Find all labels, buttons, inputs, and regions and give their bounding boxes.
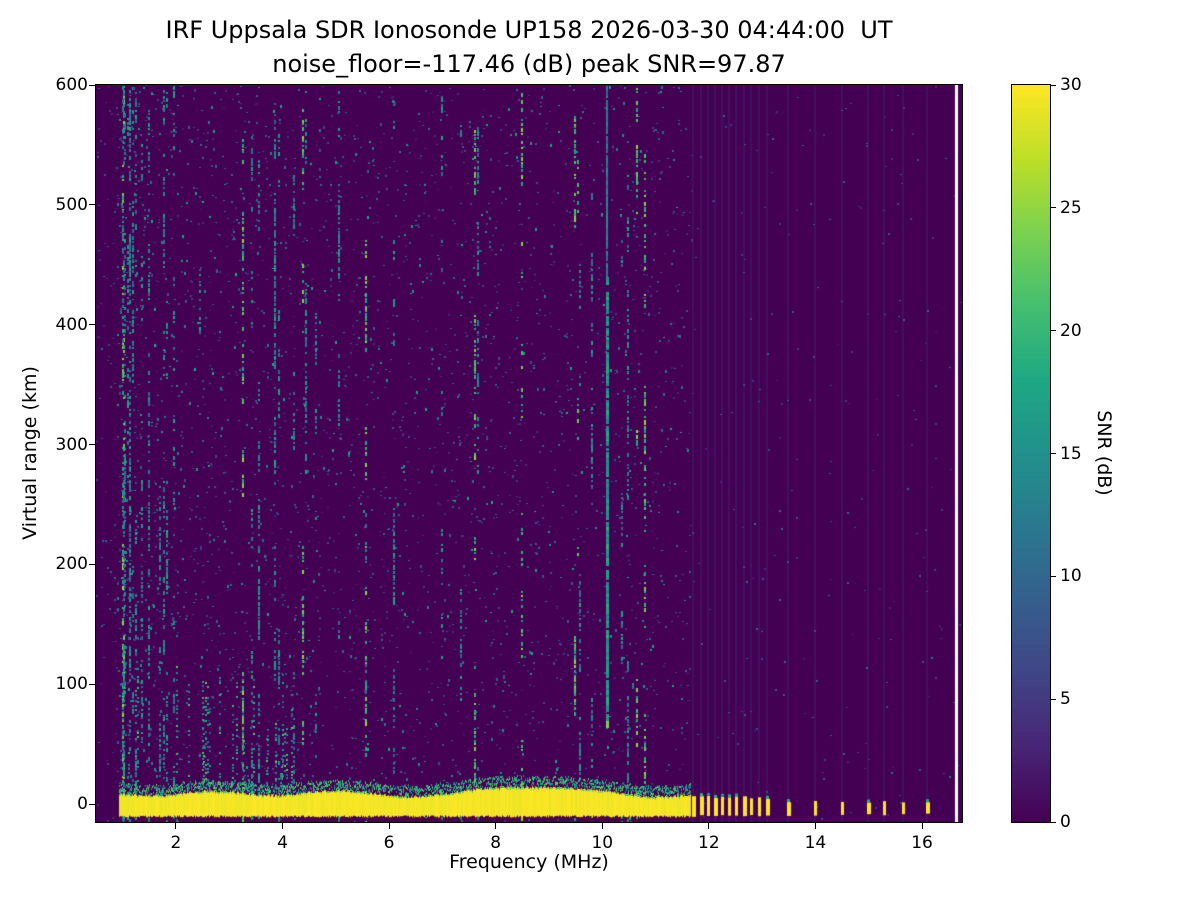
y-tick-label: 500 [55, 194, 88, 215]
x-tick [708, 822, 710, 829]
ionogram-heatmap [96, 85, 962, 822]
colorbar-tick [1050, 207, 1056, 209]
colorbar-tick-label: 25 [1060, 197, 1082, 218]
colorbar-tick [1050, 453, 1056, 454]
x-tick-label: 16 [911, 833, 933, 853]
x-tick-label: 6 [383, 833, 395, 853]
colorbar-label: SNR (dB) [1093, 410, 1115, 496]
x-tick [814, 822, 816, 829]
x-tick [601, 822, 603, 829]
y-tick [89, 324, 96, 326]
colorbar-tick-label: 30 [1060, 75, 1082, 95]
y-tick [89, 84, 96, 86]
y-tick [89, 803, 96, 805]
x-tick-label: 14 [804, 833, 827, 853]
plot-area [95, 84, 963, 823]
y-tick-label: 0 [77, 794, 88, 815]
x-tick-label: 2 [170, 833, 182, 853]
colorbar-tick [1050, 330, 1056, 332]
colorbar-tick-label: 0 [1060, 812, 1071, 832]
x-tick [388, 822, 390, 829]
x-tick [282, 822, 284, 829]
colorbar-tick [1050, 575, 1056, 577]
x-tick-label: 4 [277, 833, 288, 853]
y-tick-label: 200 [55, 554, 88, 575]
colorbar-tick [1050, 84, 1056, 86]
colorbar-gradient [1012, 85, 1050, 822]
y-axis-label: Virtual range (km) [19, 366, 41, 540]
y-tick-label: 100 [55, 674, 88, 695]
y-tick-label: 300 [55, 434, 88, 455]
x-tick-label: 10 [591, 833, 614, 853]
x-tick [175, 822, 177, 829]
x-tick [921, 822, 923, 829]
colorbar-tick-label: 5 [1060, 689, 1071, 710]
colorbar-tick-label: 15 [1060, 443, 1082, 464]
colorbar-tick-label: 10 [1060, 566, 1082, 587]
x-tick [495, 822, 497, 829]
chart-title: IRF Uppsala SDR Ionosonde UP158 2026-03-… [165, 16, 893, 44]
y-tick-label: 400 [55, 314, 88, 335]
colorbar-tick [1050, 821, 1056, 823]
x-tick-label: 12 [698, 833, 720, 853]
x-tick-label: 8 [490, 833, 502, 853]
y-tick-label: 600 [55, 75, 88, 95]
y-tick [89, 563, 96, 565]
colorbar-tick [1050, 698, 1056, 700]
colorbar [1011, 84, 1051, 823]
chart-subtitle: noise_floor=-117.46 (dB) peak SNR=97.87 [272, 50, 786, 78]
y-tick [89, 683, 96, 685]
y-tick [89, 444, 96, 445]
x-axis-label: Frequency (MHz) [449, 851, 609, 873]
y-tick [89, 204, 96, 206]
colorbar-tick-label: 20 [1060, 320, 1082, 341]
